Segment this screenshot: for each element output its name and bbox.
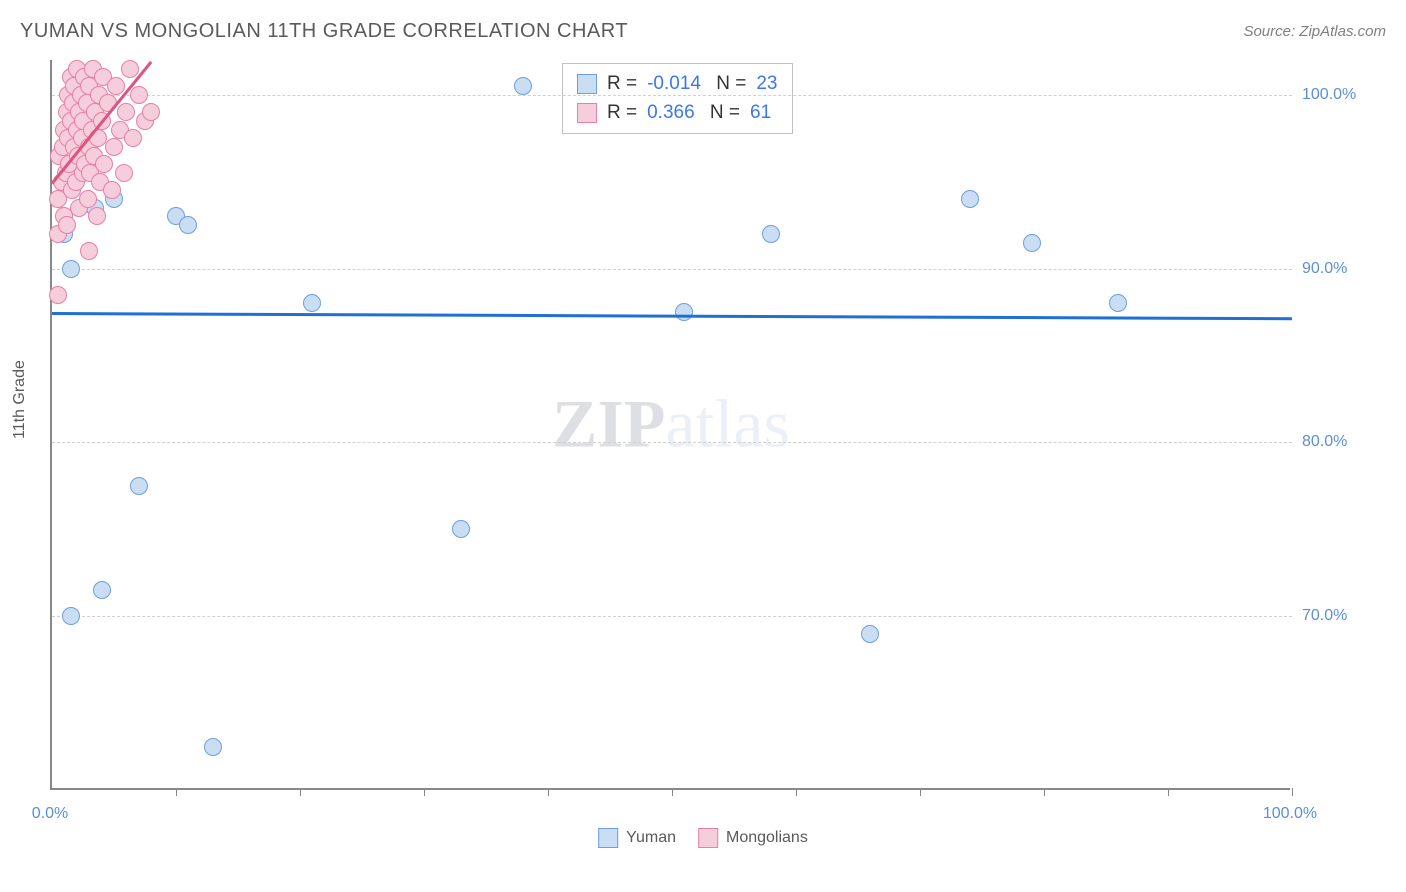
data-point	[762, 225, 780, 243]
data-point	[303, 294, 321, 312]
data-point	[80, 242, 98, 260]
legend-label: Yuman	[626, 829, 676, 847]
data-point	[88, 207, 106, 225]
x-tick-mark	[424, 788, 425, 796]
x-tick-mark	[548, 788, 549, 796]
x-tick-label: 0.0%	[32, 805, 68, 823]
x-tick-mark	[920, 788, 921, 796]
data-point	[124, 129, 142, 147]
data-point	[58, 216, 76, 234]
x-tick-mark	[176, 788, 177, 796]
legend-swatch	[598, 828, 618, 848]
data-point	[1109, 294, 1127, 312]
gridline	[52, 95, 1292, 96]
gridline	[52, 442, 1292, 443]
y-tick-label: 100.0%	[1302, 86, 1356, 104]
y-tick-label: 70.0%	[1302, 607, 1347, 625]
legend-label: Mongolians	[726, 829, 808, 847]
legend-item: Mongolians	[698, 828, 808, 848]
data-point	[93, 581, 111, 599]
stats-legend: R = -0.014 N = 23 R = 0.366 N = 61	[562, 63, 793, 134]
data-point	[142, 103, 160, 121]
chart-title: YUMAN VS MONGOLIAN 11TH GRADE CORRELATIO…	[20, 20, 628, 43]
data-point	[961, 190, 979, 208]
data-point	[130, 86, 148, 104]
source-attribution: Source: ZipAtlas.com	[1243, 23, 1386, 40]
data-point	[861, 625, 879, 643]
x-tick-mark	[1044, 788, 1045, 796]
swatch-mongolians	[577, 103, 597, 123]
data-point	[1023, 234, 1041, 252]
gridline	[52, 269, 1292, 270]
data-point	[179, 216, 197, 234]
data-point	[452, 520, 470, 538]
data-point	[62, 607, 80, 625]
swatch-yuman	[577, 74, 597, 94]
data-point	[204, 738, 222, 756]
data-point	[103, 181, 121, 199]
legend-item: Yuman	[598, 828, 676, 848]
x-tick-label: 100.0%	[1263, 805, 1317, 823]
y-tick-label: 80.0%	[1302, 433, 1347, 451]
plot-area: ZIPatlas R = -0.014 N = 23 R = 0.366 N =…	[50, 60, 1290, 790]
watermark: ZIPatlas	[552, 385, 790, 464]
y-axis-label: 11th Grade	[11, 360, 29, 439]
data-point	[675, 303, 693, 321]
data-point	[121, 60, 139, 78]
x-tick-mark	[1168, 788, 1169, 796]
data-point	[514, 77, 532, 95]
trend-line	[52, 312, 1292, 320]
data-point	[79, 190, 97, 208]
data-point	[62, 260, 80, 278]
data-point	[49, 286, 67, 304]
data-point	[95, 155, 113, 173]
x-tick-mark	[672, 788, 673, 796]
data-point	[117, 103, 135, 121]
data-point	[130, 477, 148, 495]
bottom-legend: Yuman Mongolians	[598, 828, 808, 848]
data-point	[105, 138, 123, 156]
chart-header: YUMAN VS MONGOLIAN 11TH GRADE CORRELATIO…	[0, 0, 1406, 53]
legend-swatch	[698, 828, 718, 848]
x-tick-mark	[796, 788, 797, 796]
x-tick-mark	[1292, 788, 1293, 796]
y-tick-label: 90.0%	[1302, 260, 1347, 278]
stats-row-mongolians: R = 0.366 N = 61	[577, 99, 778, 128]
chart-container: ZIPatlas R = -0.014 N = 23 R = 0.366 N =…	[50, 60, 1380, 800]
x-tick-mark	[300, 788, 301, 796]
data-point	[115, 164, 133, 182]
gridline	[52, 616, 1292, 617]
